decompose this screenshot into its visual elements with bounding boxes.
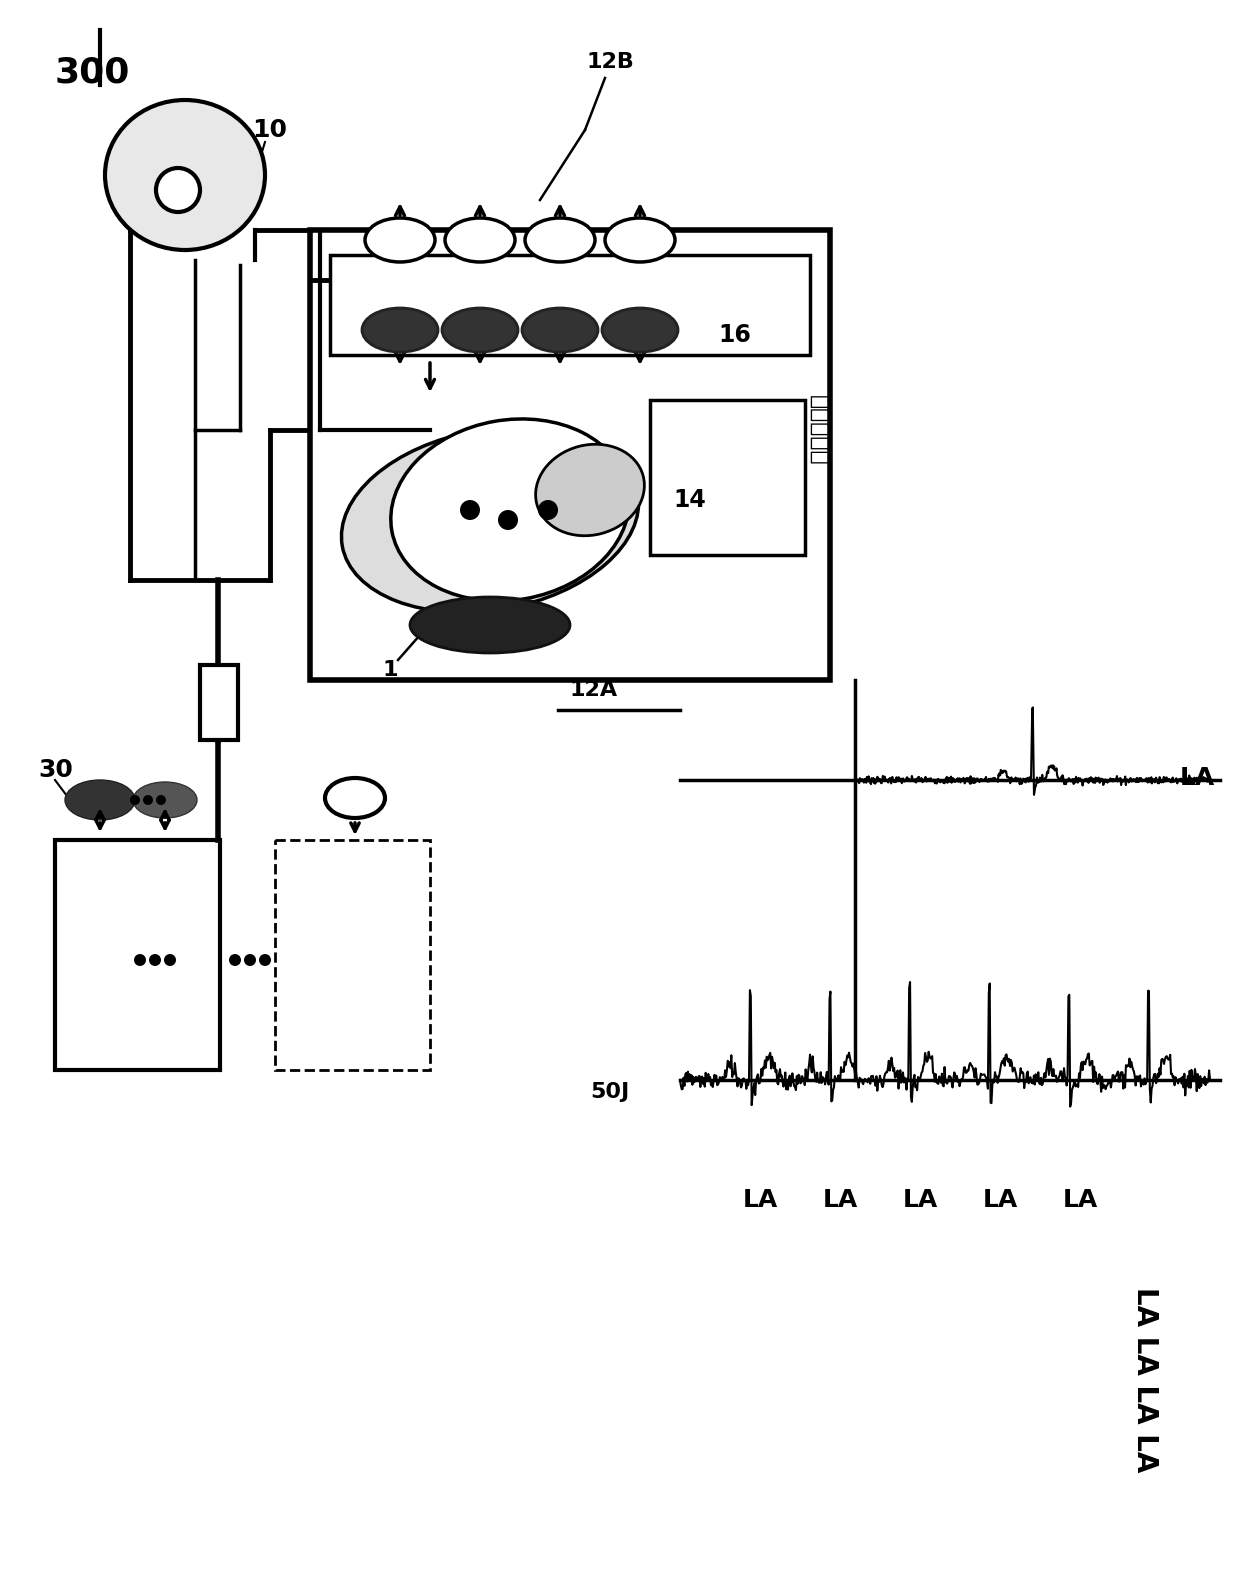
Ellipse shape [64, 781, 135, 820]
Ellipse shape [259, 954, 272, 966]
Ellipse shape [522, 309, 598, 353]
Bar [55, 841, 219, 1070]
Text: LA: LA [982, 1188, 1018, 1212]
Ellipse shape [156, 795, 166, 804]
Ellipse shape [538, 501, 558, 519]
Ellipse shape [536, 444, 645, 535]
Ellipse shape [134, 954, 146, 966]
Bar [330, 255, 810, 356]
Ellipse shape [498, 510, 518, 530]
Ellipse shape [460, 501, 480, 519]
Ellipse shape [391, 419, 629, 601]
Text: 食道心电图: 食道心电图 [808, 395, 832, 466]
Ellipse shape [229, 954, 241, 966]
Ellipse shape [365, 219, 435, 261]
Text: 12B: 12B [587, 52, 634, 72]
Text: 14: 14 [673, 488, 707, 512]
Text: LA LA LA LA: LA LA LA LA [1131, 1288, 1159, 1473]
Bar [310, 230, 830, 680]
Ellipse shape [441, 309, 518, 353]
Text: LA: LA [822, 1188, 858, 1212]
Ellipse shape [133, 782, 197, 818]
Ellipse shape [605, 219, 675, 261]
Ellipse shape [143, 795, 153, 804]
Text: 1: 1 [382, 660, 398, 680]
Text: LA: LA [743, 1188, 777, 1212]
Text: LA: LA [1179, 767, 1215, 790]
Text: 16: 16 [718, 323, 751, 346]
Ellipse shape [130, 795, 140, 804]
Text: LA: LA [1063, 1188, 1097, 1212]
Ellipse shape [149, 954, 161, 966]
Bar [650, 400, 805, 556]
Ellipse shape [164, 954, 176, 966]
Text: 30: 30 [38, 759, 73, 782]
Ellipse shape [601, 309, 678, 353]
Ellipse shape [362, 309, 438, 353]
Bar [275, 841, 430, 1070]
Ellipse shape [525, 219, 595, 261]
Ellipse shape [156, 168, 200, 212]
Ellipse shape [410, 597, 570, 653]
Text: 12A: 12A [570, 680, 618, 700]
Bar [200, 664, 238, 740]
Ellipse shape [341, 428, 639, 612]
Text: 10: 10 [253, 118, 288, 142]
Text: 50J: 50J [590, 1081, 629, 1102]
Ellipse shape [244, 954, 255, 966]
Ellipse shape [325, 778, 384, 818]
Ellipse shape [105, 101, 265, 250]
Text: LA: LA [903, 1188, 937, 1212]
Ellipse shape [445, 219, 515, 261]
Text: 300: 300 [55, 55, 130, 90]
